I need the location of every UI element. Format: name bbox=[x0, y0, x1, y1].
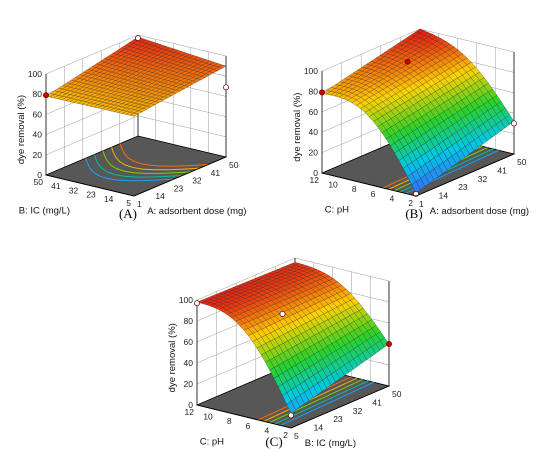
z-tick-label: 0 bbox=[188, 400, 193, 410]
response-surface bbox=[196, 262, 390, 414]
y-tick-label: 12 bbox=[185, 407, 195, 417]
x-tick-label: 23 bbox=[174, 183, 184, 193]
surface-cell bbox=[286, 401, 296, 414]
x-axis-title: A: adsorbent dose (mg) bbox=[430, 206, 529, 217]
design-point bbox=[43, 92, 49, 99]
y-tick-label: 2 bbox=[283, 430, 288, 440]
y-tick-label: 8 bbox=[352, 184, 357, 194]
design-point bbox=[279, 310, 286, 317]
y-tick-label: 14 bbox=[104, 194, 114, 204]
x-tick-label: 14 bbox=[439, 191, 449, 201]
box-edge bbox=[196, 404, 292, 429]
x-tick-label: 1 bbox=[137, 199, 142, 209]
z-tick-label: 80 bbox=[309, 86, 319, 96]
z-tick-label: 100 bbox=[179, 295, 193, 305]
contour-line bbox=[93, 154, 183, 178]
response-surface bbox=[321, 28, 515, 194]
design-point bbox=[288, 412, 294, 419]
x-tick-label: 32 bbox=[353, 406, 363, 416]
y-tick-label: 12 bbox=[310, 175, 320, 185]
z-tick-label: 60 bbox=[33, 109, 43, 119]
panel-label: (C) bbox=[265, 434, 282, 449]
contour-line bbox=[111, 147, 200, 171]
y-tick-label: 6 bbox=[246, 421, 251, 431]
box-edge bbox=[290, 385, 390, 429]
y-axis-title: C: pH bbox=[325, 205, 349, 216]
design-point bbox=[194, 300, 200, 307]
x-tick-label: 23 bbox=[333, 414, 343, 424]
z-tick-label: 80 bbox=[184, 316, 194, 326]
x-tick-label: 1 bbox=[419, 199, 424, 209]
y-axis-title: B: IC (mg/L) bbox=[19, 206, 70, 217]
x-tick-label: 50 bbox=[392, 389, 402, 399]
design-point bbox=[511, 120, 517, 127]
x-tick-label: 41 bbox=[497, 165, 507, 175]
z-tick-label: 60 bbox=[309, 107, 319, 117]
y-tick-label: 10 bbox=[328, 180, 338, 190]
contour-line bbox=[102, 150, 192, 174]
z-tick-label: 40 bbox=[184, 358, 194, 368]
z-tick-label: 0 bbox=[37, 170, 42, 180]
x-tick-label: 32 bbox=[192, 176, 202, 186]
surface-cell bbox=[411, 181, 421, 194]
z-tick-label: 40 bbox=[309, 127, 319, 137]
z-tick-label: 100 bbox=[28, 69, 42, 79]
x-axis-title: A: adsorbent dose (mg) bbox=[147, 206, 246, 217]
x-tick-label: 50 bbox=[517, 157, 527, 167]
contour-line bbox=[269, 379, 363, 424]
panel-label: (B) bbox=[405, 206, 422, 221]
box-edge bbox=[45, 174, 135, 197]
x-axis-title: B: IC (mg/L) bbox=[305, 438, 356, 449]
y-tick-label: 23 bbox=[86, 190, 96, 200]
x-tick-label: 41 bbox=[372, 397, 382, 407]
response-surface bbox=[45, 36, 227, 117]
panel-a: 0 20 40 60 80 100 dye removal (%) 1 14 23 32 41 50 A:… bbox=[16, 34, 246, 221]
z-tick-label: 0 bbox=[313, 168, 318, 178]
x-tick-label: 5 bbox=[294, 431, 299, 441]
x-tick-label: 23 bbox=[458, 182, 468, 192]
z-tick-label: 20 bbox=[309, 148, 319, 158]
y-tick-label: 32 bbox=[69, 185, 79, 195]
y-tick-label: 5 bbox=[126, 198, 131, 208]
design-point bbox=[135, 35, 141, 41]
x-tick-label: 41 bbox=[211, 168, 221, 178]
z-axis-title: dye removal (%) bbox=[167, 323, 178, 392]
box-edge bbox=[133, 156, 227, 197]
y-tick-label: 2 bbox=[408, 198, 413, 208]
design-point bbox=[386, 341, 392, 347]
y-tick-label: 6 bbox=[371, 189, 376, 199]
panel-c: 0 20 40 60 80 100 dye removal (%) 5 14 23 32 41 50 B:… bbox=[167, 257, 402, 449]
design-point bbox=[319, 89, 325, 96]
design-point bbox=[404, 58, 411, 65]
y-tick-label: 41 bbox=[51, 181, 61, 191]
z-tick-label: 40 bbox=[33, 130, 43, 140]
y-tick-label: 50 bbox=[34, 177, 44, 187]
x-tick-label: 14 bbox=[314, 423, 324, 433]
z-tick-label: 100 bbox=[304, 66, 318, 76]
z-tick-label: 60 bbox=[184, 337, 194, 347]
z-tick-label: 80 bbox=[33, 89, 43, 99]
z-tick-label: 20 bbox=[33, 150, 43, 160]
z-tick-label: 20 bbox=[184, 379, 194, 389]
z-axis-title: dye removal (%) bbox=[292, 93, 303, 162]
y-tick-label: 4 bbox=[264, 425, 269, 435]
contour-line bbox=[119, 143, 209, 167]
x-tick-label: 32 bbox=[478, 174, 488, 184]
y-tick-label: 8 bbox=[227, 416, 232, 426]
y-tick-label: 10 bbox=[203, 412, 213, 422]
surface-cell bbox=[129, 112, 139, 117]
box-edge bbox=[415, 153, 515, 197]
contour-line bbox=[85, 157, 174, 182]
design-point bbox=[223, 84, 229, 91]
y-axis-title: C: pH bbox=[200, 437, 224, 448]
box-edge bbox=[321, 172, 417, 197]
panel-label: (A) bbox=[119, 206, 137, 221]
z-axis-title: dye removal (%) bbox=[16, 95, 27, 164]
panel-b: 0 20 40 60 80 100 dye removal (%) 1 14 23 32 41 50 A:… bbox=[292, 28, 529, 221]
x-tick-label: 14 bbox=[155, 191, 165, 201]
x-tick-label: 50 bbox=[229, 160, 239, 170]
y-tick-label: 4 bbox=[389, 193, 394, 203]
contour-line bbox=[280, 381, 374, 426]
